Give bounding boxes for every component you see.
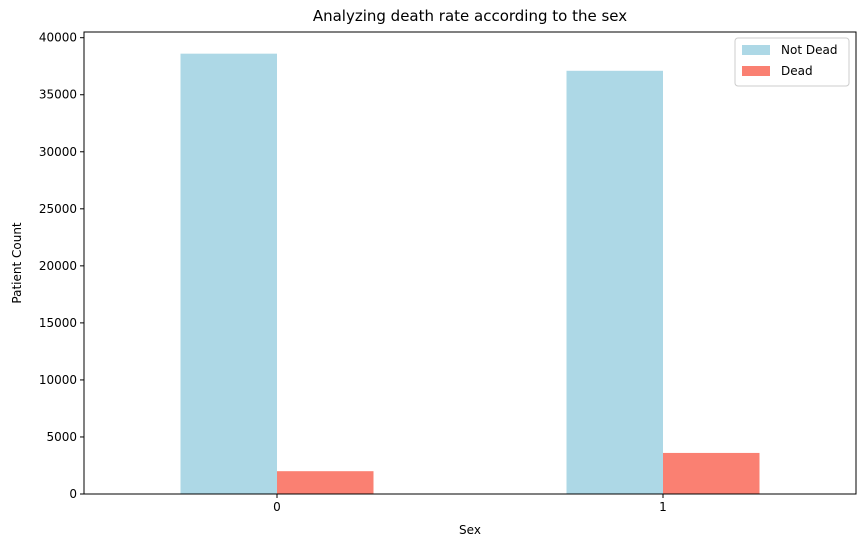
- y-tick-label: 10000: [39, 373, 77, 387]
- x-tick-label: 0: [273, 500, 281, 514]
- plot-frame: [83, 31, 857, 495]
- legend-swatch-not-dead: [742, 45, 770, 55]
- x-axis-label: Sex: [459, 523, 481, 537]
- y-tick-label: 0: [69, 487, 77, 501]
- y-axis-label: Patient Count: [10, 222, 24, 304]
- bar-dead-0: [277, 471, 374, 494]
- x-tick-label: 1: [659, 500, 667, 514]
- bar-not-dead-0: [180, 53, 277, 495]
- y-axis: 0 5000 10000 15000 20000 25000 30000 35000 40000: [39, 31, 84, 501]
- y-tick-label: 30000: [39, 145, 77, 159]
- y-tick-label: 15000: [39, 316, 77, 330]
- legend-label-not-dead: Not Dead: [781, 43, 837, 57]
- bars-layer: [180, 53, 760, 495]
- bar-not-dead-1: [566, 70, 663, 494]
- legend: Not Dead Dead: [734, 37, 850, 87]
- chart-title: Analyzing death rate according to the se…: [313, 7, 627, 25]
- y-tick-label: 25000: [39, 202, 77, 216]
- y-tick-label: 40000: [39, 31, 77, 45]
- bar-dead-1: [663, 452, 760, 494]
- y-tick-label: 20000: [39, 259, 77, 273]
- y-tick-label: 35000: [39, 88, 77, 102]
- legend-label-dead: Dead: [781, 64, 813, 78]
- y-tick-label: 5000: [46, 430, 77, 444]
- legend-swatch-dead: [742, 66, 770, 76]
